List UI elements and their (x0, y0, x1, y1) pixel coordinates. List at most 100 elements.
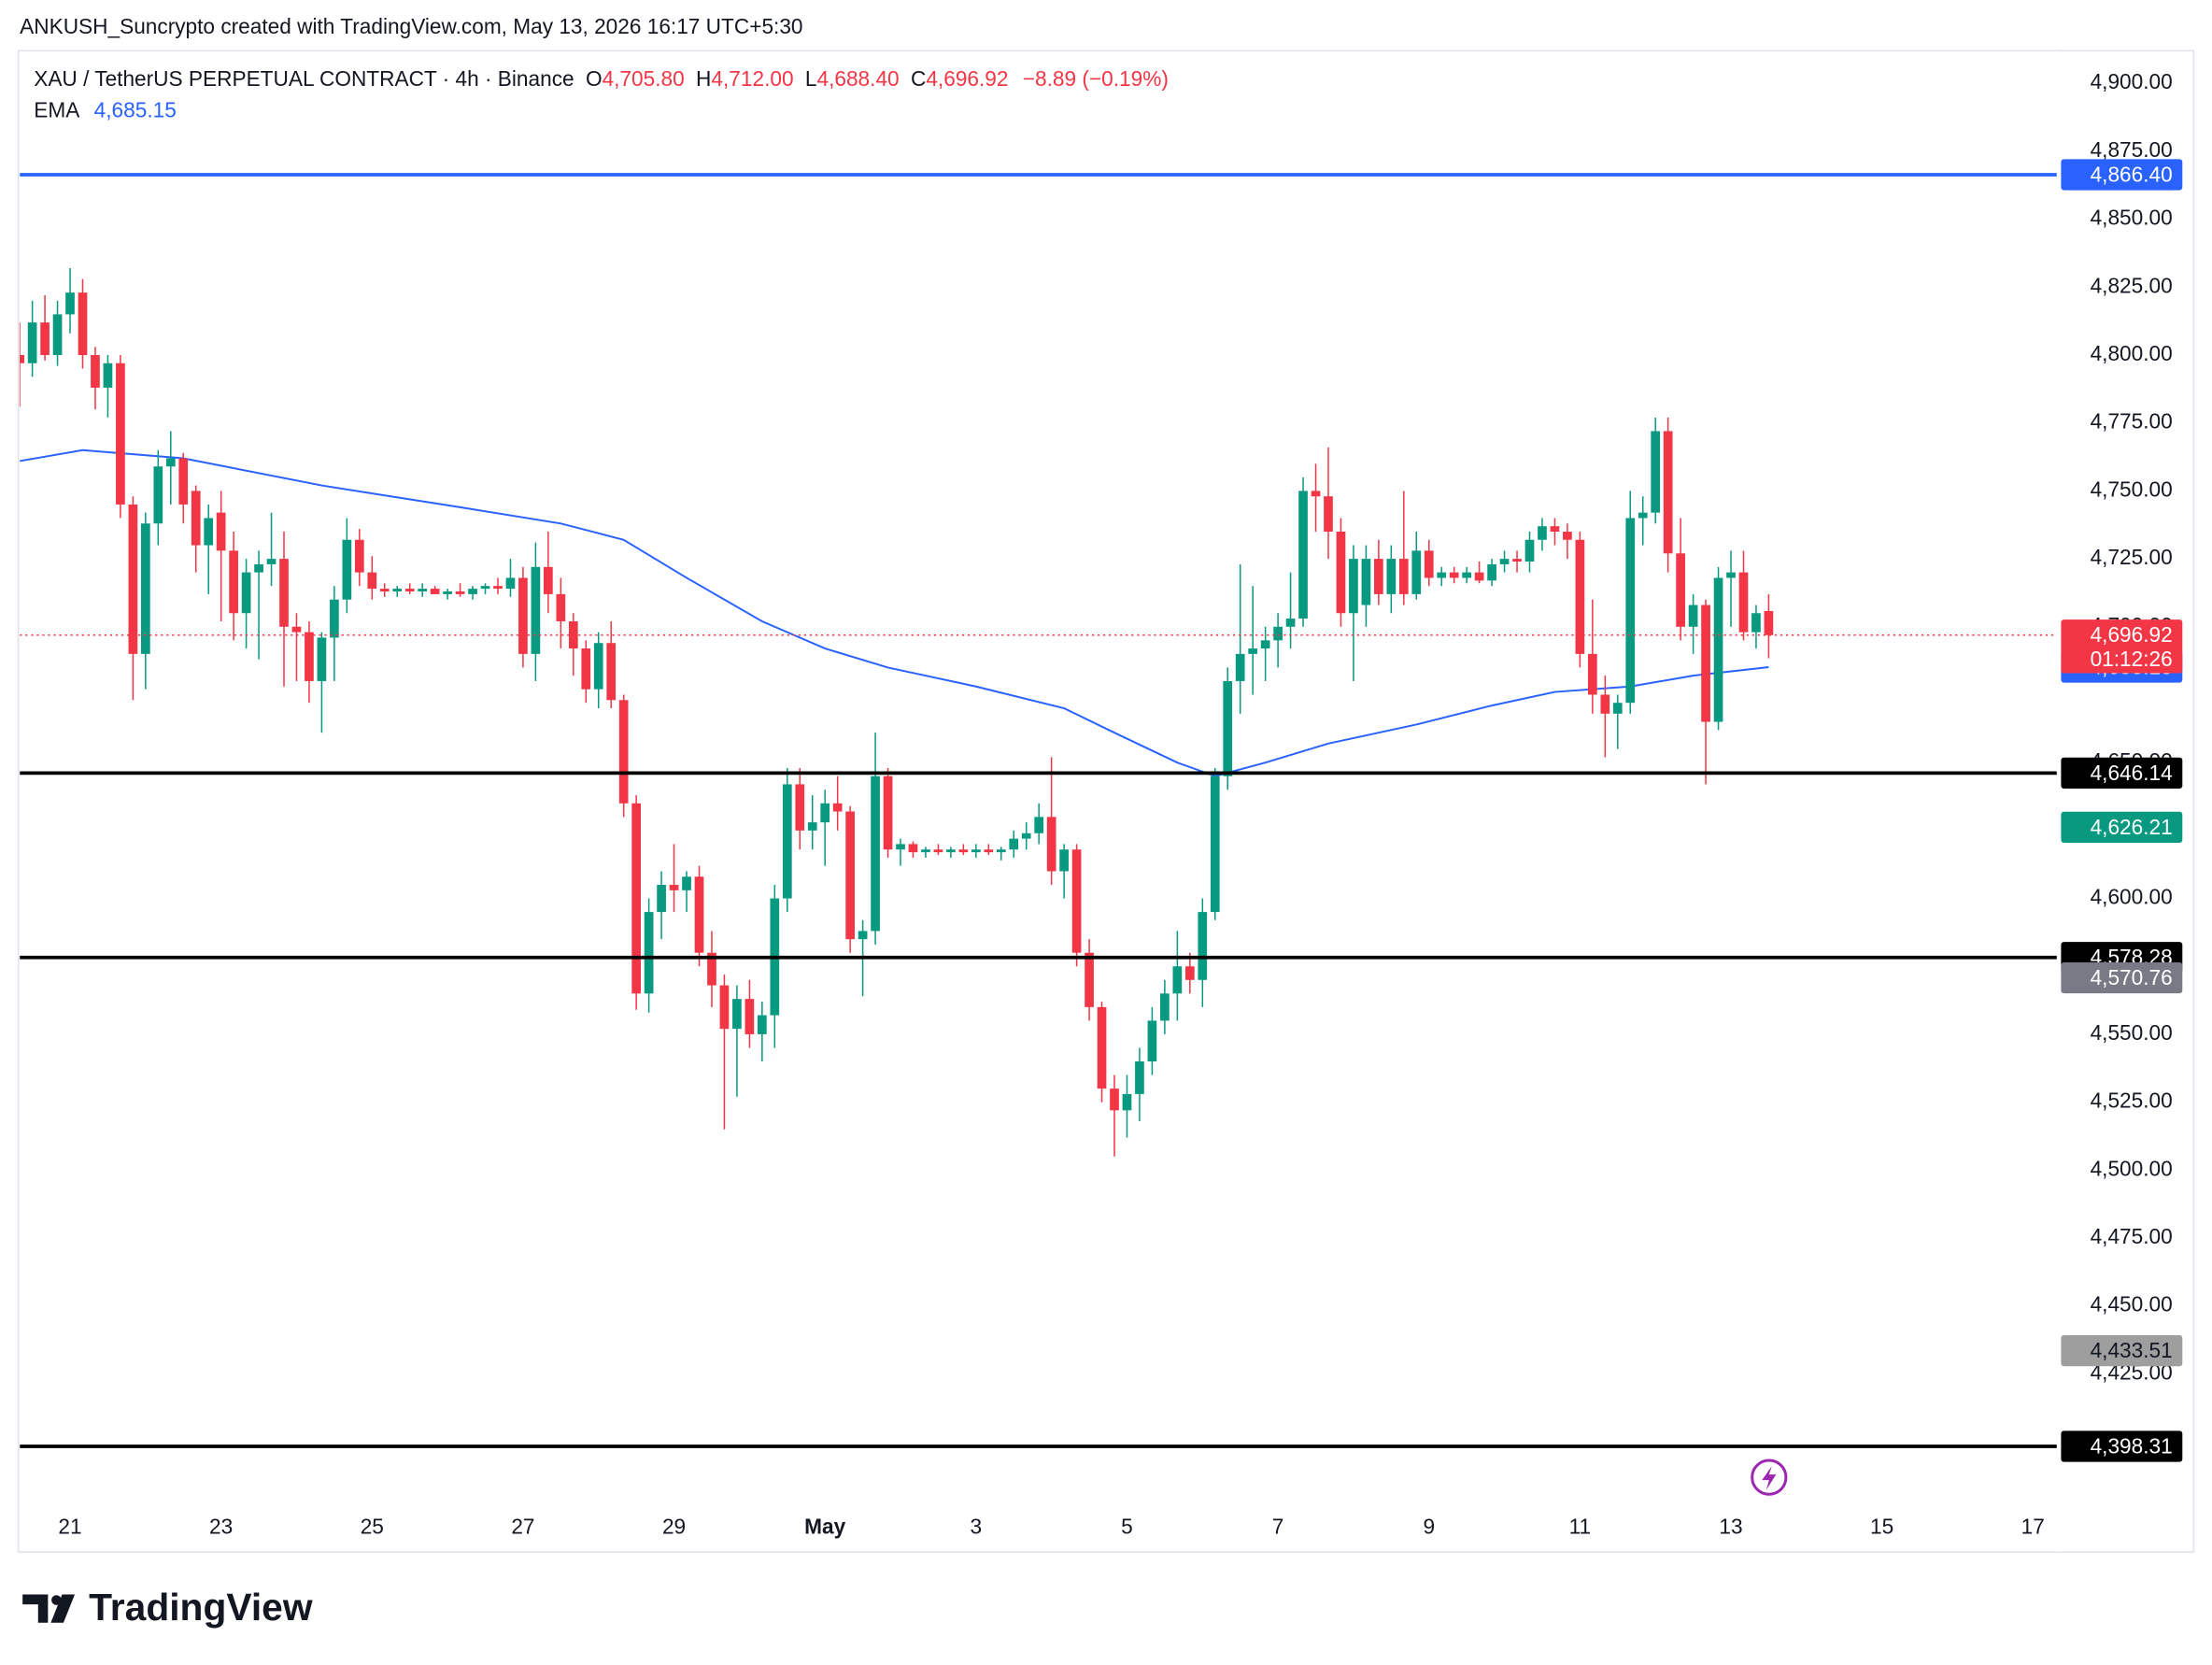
candle-body (1398, 559, 1409, 594)
candle-body (744, 999, 755, 1034)
candle-body (65, 292, 75, 315)
x-tick-label: 15 (1870, 1514, 1893, 1538)
level-tag-label: 4,866.40 (2091, 162, 2173, 186)
candle-body (1550, 526, 1560, 533)
open-value: 4,705.80 (603, 66, 685, 91)
candle-body (379, 589, 390, 591)
candle-body (933, 849, 943, 853)
close-key: C (911, 66, 926, 91)
candle-body (1575, 539, 1585, 654)
candle-body (1424, 550, 1434, 578)
candle-body (1071, 849, 1082, 953)
candle-body (1600, 694, 1610, 714)
countdown-label: 01:12:26 (2091, 647, 2173, 671)
brand-logo: TradingView (22, 1586, 313, 1629)
candle-body (669, 885, 679, 890)
candle-body (1764, 610, 1774, 635)
open-key: O (586, 66, 603, 91)
indicator-value: 4,685.15 (94, 97, 177, 121)
candle-body (832, 803, 843, 812)
candle-body (1248, 648, 1258, 654)
candle-body (1135, 1061, 1144, 1094)
candle-body (1651, 431, 1661, 513)
candle-body (1474, 572, 1484, 581)
change-value: −8.89 (−0.19%) (1023, 66, 1169, 91)
indicator-line: EMA 4,685.15 (34, 97, 177, 121)
y-tick-label: 4,750.00 (2091, 477, 2173, 501)
candle-body (883, 776, 893, 850)
candle-body (1336, 532, 1346, 614)
candle-body (1411, 550, 1422, 594)
candle-body (1587, 653, 1597, 695)
candle-body (1638, 512, 1648, 519)
candle-body (1184, 966, 1195, 980)
candle-body (216, 512, 226, 551)
candle-body (1260, 640, 1270, 649)
candle-body (1059, 849, 1069, 872)
candle-body (116, 363, 125, 505)
candle-body (153, 466, 163, 524)
x-tick-label: 27 (511, 1514, 534, 1538)
price-tag-label: 4,626.21 (2091, 815, 2173, 839)
y-tick-label: 4,475.00 (2091, 1224, 2173, 1248)
plot-area (20, 173, 2057, 1448)
price-tag (2061, 1335, 2183, 1367)
candle-body (27, 322, 37, 363)
x-tick-label: 25 (361, 1514, 384, 1538)
candle-body (782, 784, 792, 899)
candle-body (1085, 952, 1094, 1007)
candle-body (1110, 1089, 1119, 1111)
candle-body (1009, 838, 1019, 850)
candle-body (103, 363, 113, 388)
candle-body (871, 776, 880, 932)
candle-body (531, 566, 541, 654)
candle-body (971, 849, 981, 853)
credit: ANKUSH_Suncrypto created with TradingVie… (20, 14, 802, 38)
candle-body (1223, 680, 1233, 776)
alert-bolt (1762, 1466, 1777, 1490)
candle-body (657, 885, 666, 913)
candle-body (996, 849, 1006, 853)
candle-body (317, 637, 327, 681)
logo-slash (50, 1594, 76, 1623)
candle-body (732, 999, 742, 1030)
price-tag-label: 4,433.51 (2091, 1338, 2173, 1362)
candle-body (1160, 993, 1170, 1021)
candle-body (1361, 559, 1371, 605)
candle-body (1437, 572, 1447, 578)
level-tag-label: 4,646.14 (2091, 761, 2173, 785)
candle-body (1210, 776, 1220, 913)
candle-body (418, 589, 428, 591)
brand-name: TradingView (89, 1586, 313, 1629)
candle-body (908, 844, 918, 853)
candle-body (505, 577, 516, 590)
x-tick-label: 29 (662, 1514, 686, 1538)
y-tick-label: 4,600.00 (2091, 885, 2173, 909)
candle-body (266, 559, 276, 564)
candle-body (468, 589, 477, 594)
candle-body (1462, 572, 1472, 578)
candle-body (330, 599, 339, 638)
candle-body (1701, 605, 1710, 722)
candle-body (165, 458, 176, 467)
candle-body (1625, 518, 1636, 704)
x-tick-label: 17 (2021, 1514, 2045, 1538)
x-tick-label: May (804, 1514, 845, 1538)
y-tick-label: 4,800.00 (2091, 341, 2173, 365)
alert-icon[interactable] (1751, 1459, 1788, 1496)
candle-body (618, 700, 629, 804)
candle-body (279, 559, 289, 627)
y-tick-label: 4,450.00 (2091, 1292, 2173, 1316)
close-value: 4,696.92 (926, 66, 1008, 91)
candle-body (291, 626, 302, 633)
candle-body (480, 586, 490, 590)
candle-body (1097, 1006, 1107, 1089)
candle-body (682, 876, 691, 890)
logo-seven (22, 1594, 49, 1623)
candle-body (896, 844, 905, 850)
x-tick-label: 21 (58, 1514, 81, 1538)
candle-body (606, 643, 617, 701)
candle-body (644, 912, 654, 994)
candle-body (78, 292, 88, 356)
